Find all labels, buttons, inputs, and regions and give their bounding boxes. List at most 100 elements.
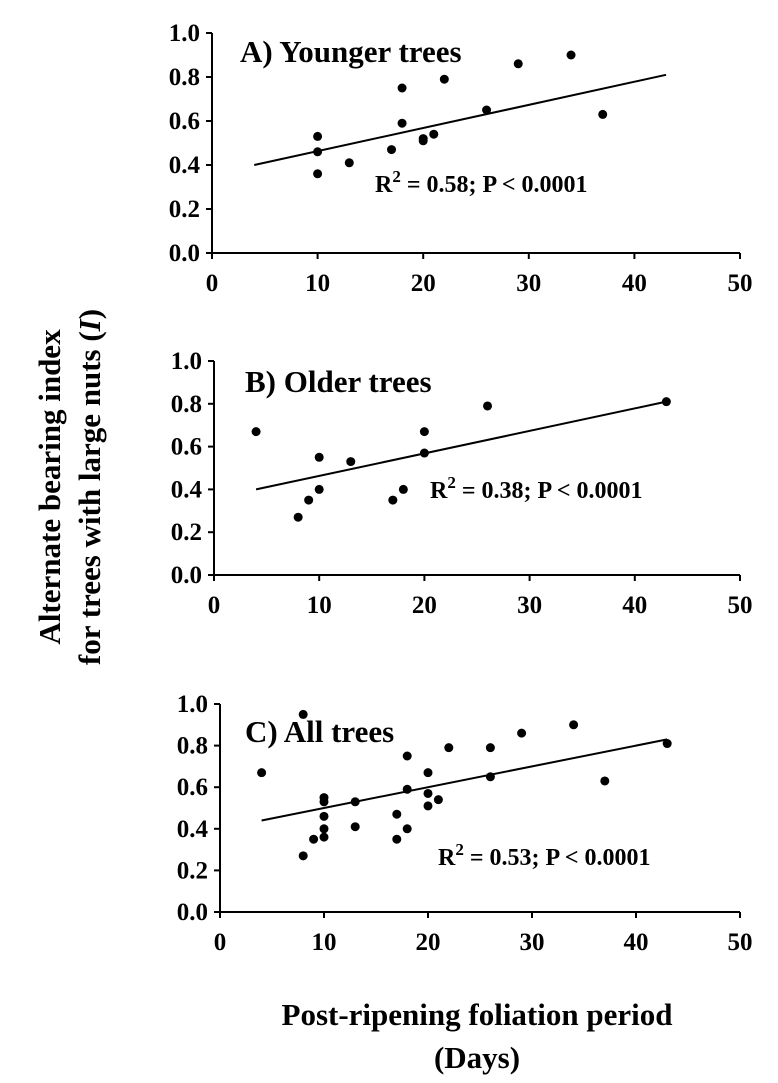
y-axis-title-close: ) (72, 309, 107, 319)
panel-c-data-point (600, 776, 610, 786)
panel-a-data-point (387, 145, 397, 155)
panel-b-data-point (398, 484, 408, 494)
panel-a-stat: R2 = 0.58; P < 0.0001 (375, 167, 588, 198)
panel-a-data-point (418, 134, 428, 144)
panel-c-data-point (309, 834, 319, 844)
panel-c-data-point (423, 788, 433, 798)
panel-c-data-point (350, 797, 360, 807)
y-axis-title-line-2: for trees with large nuts (I) (72, 309, 107, 665)
panel-c-y-tick-label: 0.8 (177, 733, 208, 760)
panel-b-title: B) Older trees (245, 364, 432, 399)
panel-c-data-point (485, 743, 495, 753)
panel-a-trendline (254, 73, 667, 166)
panel-a: A) Younger trees R2 = 0.58; P < 0.0001 0… (169, 20, 753, 297)
panel-a-title: A) Younger trees (240, 34, 462, 69)
panel-c-x-tick-label: 50 (728, 929, 753, 956)
panel-b-x-tick-label: 30 (517, 592, 542, 619)
panel-c-title: C) All trees (245, 714, 394, 749)
panel-a-y-tick-label: 0.4 (169, 152, 201, 179)
panel-c-data-point (319, 797, 329, 807)
panel-c-trendline (261, 738, 668, 822)
panel-c-data-point (392, 834, 402, 844)
panel-a-data-point (397, 118, 407, 128)
panel-b-data-point (419, 427, 429, 437)
panel-a-y-tick-label: 0.8 (169, 64, 200, 91)
panel-c-stat-exp: 2 (455, 840, 464, 859)
panel-b-y-tick-label: 0.6 (171, 434, 202, 461)
panel-b-x-tick-label: 10 (307, 592, 332, 619)
panel-c-data-point (423, 801, 433, 811)
panel-c-data-point (319, 811, 329, 821)
panel-c-y-tick-label: 0.6 (177, 774, 208, 801)
panel-a-y-tick-label: 0.2 (169, 196, 200, 223)
panel-b-y-tick-label: 0.4 (171, 476, 203, 503)
panel-a-x-tick-label: 30 (516, 270, 541, 297)
panel-a-stat-r: R (375, 172, 393, 198)
panel-c-data-point (298, 851, 308, 861)
panel-c-y-tick-label: 0.4 (177, 816, 209, 843)
panel-a-y-tick-label: 0.0 (169, 240, 200, 267)
panel-b-y-tick-label: 0.0 (171, 562, 202, 589)
panel-b-y-tick-label: 1.0 (171, 348, 202, 375)
panel-a-data-point (566, 50, 576, 60)
y-axis-title-symbol: I (72, 318, 107, 332)
panel-b-data-point (419, 448, 429, 458)
panel-c-stat-rest: = 0.53; P < 0.0001 (464, 845, 651, 871)
panel-c-data-point (298, 709, 308, 719)
panel-a-data-point (598, 109, 608, 119)
panel-b: B) Older trees R2 = 0.38; P < 0.0001 0.0… (171, 348, 753, 619)
panel-c-x-tick-label: 40 (624, 929, 649, 956)
panel-c-data-point (319, 824, 329, 834)
panel-b-data-point (314, 452, 324, 462)
panel-a-data-point (313, 131, 323, 141)
panel-b-y-tick-label: 0.8 (171, 391, 202, 418)
panel-c-stat: R2 = 0.53; P < 0.0001 (438, 840, 651, 871)
panel-b-stat-rest: = 0.38; P < 0.0001 (456, 478, 643, 504)
panel-c-data-point (444, 743, 454, 753)
panel-c-x-tick-label: 0 (214, 929, 227, 956)
panel-a-data-point (313, 169, 323, 179)
y-axis-title-line-2-text: for trees with large nuts ( (72, 331, 107, 665)
panel-a-x-tick-label: 20 (411, 270, 436, 297)
panel-c-y-tick-label: 0.0 (177, 899, 208, 926)
panel-c-data-point (662, 739, 672, 749)
panel-a-data-point (397, 83, 407, 93)
panel-c-y-tick-label: 1.0 (177, 691, 208, 718)
panel-c: C) All trees R2 = 0.53; P < 0.0001 0.0 0.… (177, 691, 753, 956)
panel-b-stat-r: R (430, 478, 448, 504)
panel-c-data-point (517, 728, 527, 738)
panel-b-y-tick-label: 0.2 (171, 519, 202, 546)
panel-a-x-tick-label: 0 (206, 270, 219, 297)
panel-a-data-point (344, 158, 354, 168)
panel-c-data-point (402, 784, 412, 794)
panel-b-data-point (346, 457, 356, 467)
panel-a-stat-exp: 2 (392, 167, 401, 186)
panel-b-data-point (388, 495, 398, 505)
panel-c-data-point (402, 824, 412, 834)
panel-b-data-point (251, 427, 261, 437)
panel-a-y-tick-label: 0.6 (169, 108, 200, 135)
panel-c-stat-r: R (438, 845, 456, 871)
panel-a-data-point (313, 147, 323, 157)
x-axis-title-line-1: Post-ripening foliation period (282, 997, 673, 1032)
panel-b-data-point (661, 397, 671, 407)
panel-a-x-tick-label: 50 (728, 270, 753, 297)
panel-b-trendline (255, 400, 667, 491)
panel-a-x-tick-label: 10 (305, 270, 330, 297)
panel-b-x-tick-label: 20 (412, 592, 437, 619)
panel-a-data-point (429, 129, 439, 139)
panel-c-data-point (392, 809, 402, 819)
panel-b-data-point (483, 401, 493, 411)
panel-c-data-point (319, 832, 329, 842)
panel-b-stat-exp: 2 (447, 473, 456, 492)
panel-c-data-point (433, 795, 443, 805)
panel-b-stat: R2 = 0.38; P < 0.0001 (430, 473, 643, 504)
panel-c-data-point (569, 720, 579, 730)
panel-a-data-point (482, 105, 492, 115)
panel-b-data-point (314, 484, 324, 494)
panel-c-y-tick-label: 0.2 (177, 857, 208, 884)
x-axis-title-line-2: (Days) (434, 1040, 520, 1075)
panel-a-x-tick-label: 40 (622, 270, 647, 297)
panel-c-x-tick-label: 30 (520, 929, 545, 956)
